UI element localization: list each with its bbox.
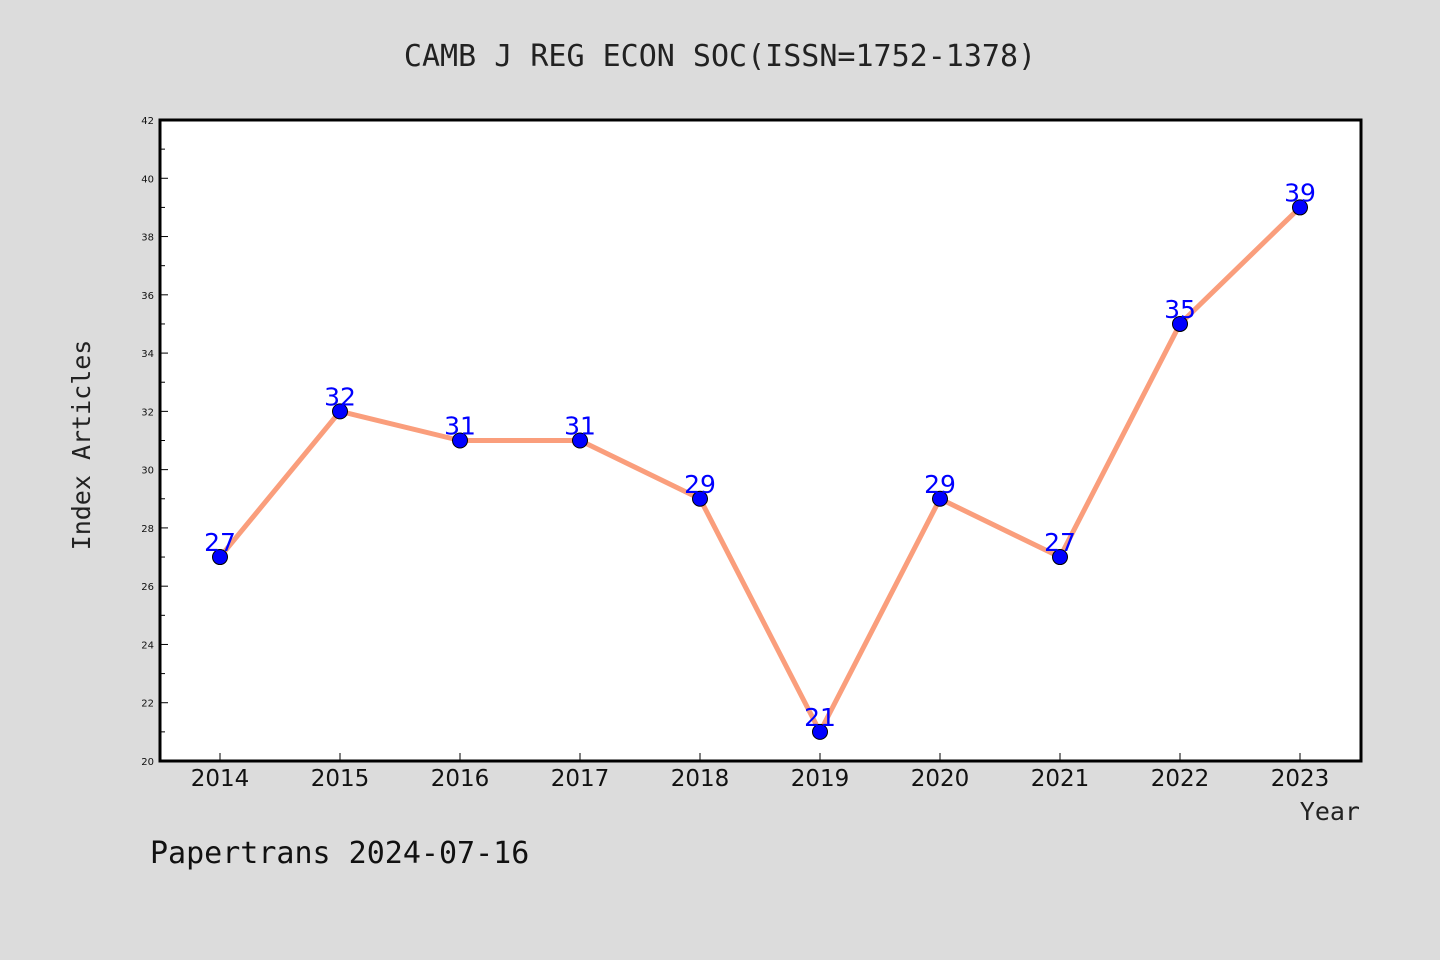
x-tick-label: 2015 <box>311 766 370 792</box>
data-point-marker <box>1172 315 1188 332</box>
y-axis-label: Index Articles <box>67 340 96 551</box>
series-line-segment <box>817 496 943 735</box>
data-point-marker <box>1292 199 1308 216</box>
series-line-segment <box>1177 204 1303 327</box>
data-point-marker <box>812 723 828 740</box>
chart-title: CAMB J REG ECON SOC(ISSN=1752-1378) <box>404 39 1036 74</box>
x-tick-label: 2022 <box>1151 766 1210 792</box>
series-line-segment <box>217 408 343 560</box>
series-line-group <box>217 204 1303 735</box>
x-axis-ticks: 2014 2015 2016 2017 2018 2019 2020 2021 2022 2023 <box>191 753 1330 792</box>
x-tick-label: 2021 <box>1031 766 1090 792</box>
y-tick-label: 22 <box>141 699 154 710</box>
data-point-marker <box>572 432 588 449</box>
data-value-label: 39 <box>1284 178 1316 207</box>
y-tick-label: 40 <box>141 174 154 185</box>
data-point-marker <box>452 432 468 449</box>
data-label-group: 27 32 31 31 29 21 29 27 35 39 <box>204 178 1316 731</box>
y-tick-label: 34 <box>141 349 154 360</box>
data-value-label: 29 <box>684 470 716 499</box>
x-tick-label: 2019 <box>791 766 850 792</box>
series-line-segment <box>937 496 1063 560</box>
data-point-marker <box>212 549 228 566</box>
y-tick-label: 38 <box>141 233 154 244</box>
series-line-segment <box>337 408 463 443</box>
data-value-label: 29 <box>924 470 956 499</box>
x-tick-label: 2014 <box>191 766 250 792</box>
y-tick-label: 36 <box>141 291 154 302</box>
x-tick-label: 2023 <box>1271 766 1330 792</box>
marker-group <box>212 199 1308 740</box>
data-value-label: 21 <box>804 703 836 732</box>
y-tick-label: 28 <box>141 524 154 535</box>
x-tick-label: 2017 <box>551 766 610 792</box>
x-tick-label: 2016 <box>431 766 490 792</box>
data-point-marker <box>332 403 348 420</box>
x-tick-label: 2020 <box>911 766 970 792</box>
series-line-segment <box>697 496 823 735</box>
data-point-marker <box>1052 549 1068 566</box>
plot-area <box>158 118 1363 763</box>
data-value-label: 35 <box>1164 295 1196 324</box>
y-tick-label: 30 <box>141 466 154 477</box>
data-point-marker <box>692 490 708 507</box>
y-axis-ticks: 20 22 24 26 28 30 32 34 36 38 40 42 <box>141 116 168 768</box>
x-tick-label: 2018 <box>671 766 730 792</box>
y-tick-label: 32 <box>141 407 154 418</box>
y-tick-label: 42 <box>141 116 154 127</box>
data-point-marker <box>932 490 948 507</box>
x-axis-label: Year <box>1300 797 1360 826</box>
y-tick-label: 26 <box>141 582 154 593</box>
data-value-label: 27 <box>1044 528 1076 557</box>
series-line-segment <box>1057 321 1183 560</box>
data-value-label: 32 <box>324 382 356 411</box>
data-value-label: 27 <box>204 528 236 557</box>
y-tick-label: 24 <box>141 640 154 651</box>
data-value-label: 31 <box>564 412 596 441</box>
series-line-segment <box>577 438 703 502</box>
footer-watermark: Papertrans 2024-07-16 <box>150 836 529 871</box>
data-value-label: 31 <box>444 412 476 441</box>
y-tick-label: 20 <box>141 757 154 768</box>
